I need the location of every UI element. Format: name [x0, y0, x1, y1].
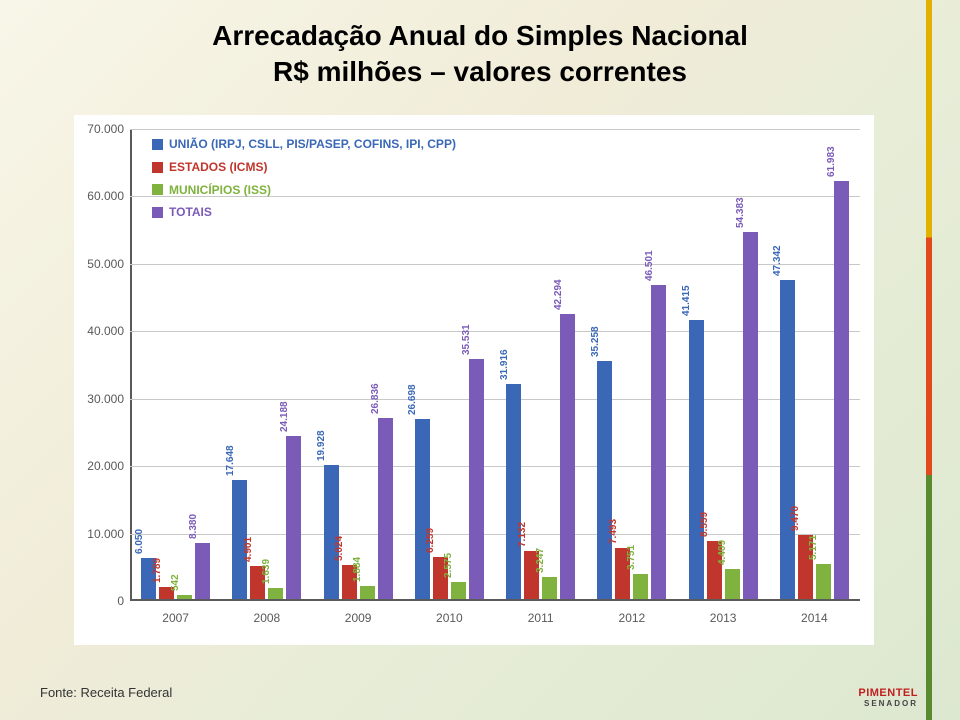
bar-municipios: 4.409 — [725, 569, 740, 599]
y-tick-label: 40.000 — [80, 324, 124, 338]
bar-municipios: 1.884 — [360, 586, 375, 599]
bar-label: 8.380 — [188, 513, 199, 538]
brand-logo: PIMENTEL SENADOR — [858, 687, 918, 708]
y-tick-label: 0 — [80, 594, 124, 608]
bar-totais: 61.983 — [834, 181, 849, 599]
bar-label: 26.836 — [370, 383, 381, 414]
source-text: Fonte: Receita Federal — [40, 685, 172, 700]
legend: UNIÃO (IRPJ, CSLL, PIS/PASEP, COFINS, IP… — [152, 133, 456, 224]
legend-label: UNIÃO (IRPJ, CSLL, PIS/PASEP, COFINS, IP… — [169, 133, 456, 156]
bar-label: 9.470 — [790, 506, 801, 531]
bar-municipios: 1.639 — [268, 588, 283, 599]
y-tick-label: 20.000 — [80, 459, 124, 473]
bar-label: 19.928 — [316, 430, 327, 461]
bar-label: 61.983 — [826, 146, 837, 177]
bar-label: 5.171 — [808, 535, 819, 560]
bar-municipios: 5.171 — [816, 564, 831, 599]
legend-item-totais: TOTAIS — [152, 201, 456, 224]
legend-label: ESTADOS (ICMS) — [169, 156, 267, 179]
bar-label: 542 — [170, 575, 181, 592]
bar-totais: 46.501 — [651, 285, 666, 599]
bar-municipios: 3.751 — [633, 574, 648, 599]
legend-swatch — [152, 139, 163, 150]
bar-label: 4.409 — [717, 540, 728, 565]
y-tick-label: 10.000 — [80, 527, 124, 541]
legend-swatch — [152, 184, 163, 195]
bar-uniao: 26.698 — [415, 419, 430, 599]
x-tick-label: 2009 — [345, 611, 372, 625]
bar-totais: 26.836 — [378, 418, 393, 599]
x-tick-label: 2010 — [436, 611, 463, 625]
bar-municipios: 542 — [177, 595, 192, 599]
bar-label: 3.247 — [535, 548, 546, 573]
bar-label: 24.188 — [279, 401, 290, 432]
bar-label: 17.648 — [225, 445, 236, 476]
bar-label: 4.901 — [243, 537, 254, 562]
bar-label: 35.258 — [590, 327, 601, 358]
bar-label: 46.501 — [644, 251, 655, 282]
bar-label: 3.751 — [626, 545, 637, 570]
logo-subtitle: SENADOR — [858, 699, 918, 708]
y-axis — [130, 129, 132, 601]
x-axis — [130, 599, 860, 601]
decorative-stripe — [926, 0, 932, 720]
bar-totais: 8.380 — [195, 543, 210, 600]
legend-swatch — [152, 162, 163, 173]
bar-label: 35.531 — [461, 325, 472, 356]
bar-label: 5.024 — [334, 536, 345, 561]
legend-swatch — [152, 207, 163, 218]
x-tick-label: 2008 — [254, 611, 281, 625]
y-tick-label: 50.000 — [80, 257, 124, 271]
y-tick-label: 30.000 — [80, 392, 124, 406]
bar-uniao: 35.258 — [597, 361, 612, 599]
bar-label: 7.132 — [517, 522, 528, 547]
bar-label: 26.698 — [407, 384, 418, 415]
title-line-2: R$ milhões – valores correntes — [273, 56, 687, 87]
bar-uniao: 41.415 — [689, 320, 704, 599]
legend-item-estados: ESTADOS (ICMS) — [152, 156, 456, 179]
x-tick-label: 2011 — [528, 611, 554, 625]
legend-item-municipios: MUNICÍPIOS (ISS) — [152, 179, 456, 202]
logo-name: PIMENTEL — [858, 687, 918, 699]
bar-label: 42.294 — [553, 279, 564, 310]
bar-totais: 54.383 — [743, 232, 758, 599]
bar-label: 1.884 — [352, 557, 363, 582]
title-line-1: Arrecadação Anual do Simples Nacional — [212, 20, 748, 51]
gridline — [130, 129, 860, 130]
x-tick-label: 2014 — [801, 611, 828, 625]
bar-uniao: 31.916 — [506, 384, 521, 599]
bar-label: 47.342 — [772, 245, 783, 276]
legend-label: MUNICÍPIOS (ISS) — [169, 179, 271, 202]
bar-totais: 35.531 — [469, 359, 484, 599]
bar-label: 41.415 — [681, 285, 692, 316]
chart-container: 0 10.000 20.000 30.000 40.000 50.000 60.000 70.… — [74, 115, 874, 645]
bar-totais: 42.294 — [560, 314, 575, 599]
x-tick-label: 2007 — [162, 611, 189, 625]
y-tick-label: 60.000 — [80, 189, 124, 203]
y-tick-label: 70.000 — [80, 122, 124, 136]
bar-label: 2.575 — [443, 553, 454, 578]
bar-totais: 24.188 — [286, 436, 301, 599]
bar-municipios: 2.575 — [451, 582, 466, 599]
bar-label: 8.559 — [699, 512, 710, 537]
bar-municipios: 3.247 — [542, 577, 557, 599]
legend-label: TOTAIS — [169, 201, 212, 224]
bar-label: 1.789 — [152, 558, 163, 583]
bar-uniao: 47.342 — [780, 280, 795, 599]
bar-label: 7.493 — [608, 519, 619, 544]
bar-label: 6.259 — [425, 528, 436, 553]
bar-uniao: 19.928 — [324, 465, 339, 599]
legend-item-uniao: UNIÃO (IRPJ, CSLL, PIS/PASEP, COFINS, IP… — [152, 133, 456, 156]
bar-label: 54.383 — [735, 198, 746, 229]
slide-title: Arrecadação Anual do Simples Nacional R$… — [0, 0, 960, 91]
x-tick-label: 2013 — [710, 611, 737, 625]
x-tick-label: 2012 — [619, 611, 646, 625]
bar-label: 6.050 — [134, 529, 145, 554]
bar-label: 31.916 — [499, 349, 510, 380]
bar-label: 1.639 — [261, 559, 272, 584]
slide-root: Arrecadação Anual do Simples Nacional R$… — [0, 0, 960, 720]
